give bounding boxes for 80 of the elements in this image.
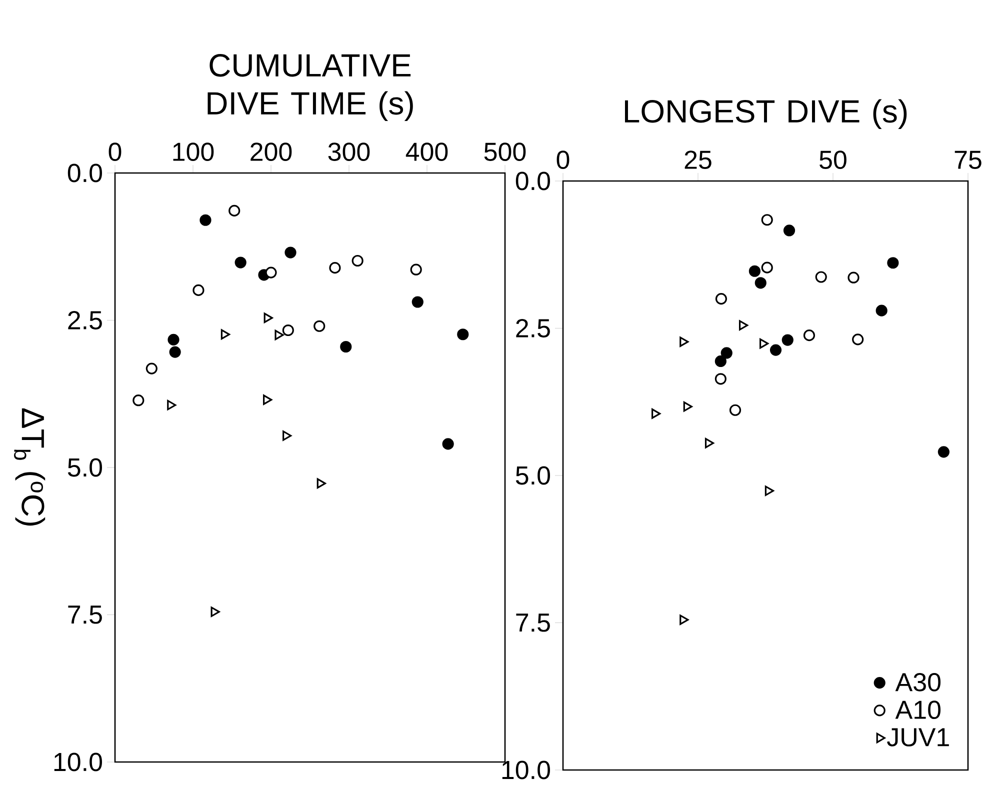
point: [848, 272, 860, 284]
point: [200, 214, 212, 226]
point: [683, 401, 692, 412]
point: [680, 614, 689, 625]
point: [761, 214, 773, 226]
x-tick-label: 100: [173, 142, 214, 162]
point: [457, 328, 469, 340]
point: [876, 304, 888, 316]
point: [720, 347, 732, 359]
y-tick-label: 2.5: [516, 319, 550, 338]
point: [264, 312, 273, 324]
x-tick-label: 400: [406, 142, 448, 162]
y-tick-label: 5.0: [68, 458, 102, 477]
x-tick-label: 75: [954, 150, 982, 170]
y-tick-label: 10.0: [54, 752, 102, 772]
y-axis-title: ΔT$_{b}$ ($^{o}$C): [14, 408, 46, 526]
point: [210, 606, 220, 617]
point: [729, 404, 742, 416]
point: [220, 329, 230, 340]
point: [759, 338, 769, 349]
y-tick-label: 10.0: [502, 760, 550, 780]
point: [234, 256, 246, 268]
point: [783, 224, 796, 236]
y-tick-label: 5.0: [516, 466, 550, 485]
x-tick-label: 0: [108, 142, 122, 162]
point: [168, 334, 180, 346]
point: [146, 362, 158, 374]
point: [340, 340, 352, 353]
point: [329, 262, 341, 274]
point: [770, 344, 782, 356]
point: [228, 204, 240, 216]
y-tick-label: 0.0: [516, 172, 550, 190]
point: [704, 438, 714, 448]
y-tick-label: 0.0: [68, 164, 102, 182]
point: [803, 330, 816, 342]
point: [764, 486, 774, 496]
x-tick-label: 25: [684, 150, 712, 170]
x-tick-label: 500: [484, 142, 526, 162]
point: [761, 262, 773, 274]
point: [282, 430, 292, 441]
legend-label: JUV1: [887, 728, 949, 746]
point: [815, 271, 827, 283]
point: [410, 264, 422, 276]
point: [652, 408, 661, 419]
x-tick-label: 0: [556, 150, 570, 170]
point: [169, 346, 181, 358]
point: [314, 320, 326, 332]
point: [316, 478, 326, 489]
point: [192, 284, 204, 296]
y-tick-label: 7.5: [516, 614, 550, 632]
point: [738, 320, 748, 330]
point: [715, 293, 728, 305]
point: [887, 257, 899, 269]
point: [284, 246, 296, 258]
x-axis-title: CUMULATIVE DIVE TIME (s): [208, 54, 413, 122]
legend-label: A10: [895, 700, 941, 720]
x-tick-label: 50: [820, 150, 846, 170]
point: [714, 355, 726, 368]
x-tick-label: 300: [328, 142, 370, 162]
x-axis-title: LONGEST DIVE (s): [624, 99, 907, 130]
y-tick-label: 7.5: [68, 606, 102, 624]
point: [714, 373, 726, 385]
point: [782, 334, 794, 346]
point: [748, 265, 760, 277]
y-tick-label: 2.5: [68, 311, 102, 330]
point: [263, 394, 272, 405]
point: [352, 254, 364, 267]
point: [680, 336, 689, 347]
point: [852, 334, 864, 346]
point: [265, 266, 277, 278]
x-tick-label: 200: [250, 142, 292, 162]
point: [442, 438, 454, 450]
legend-label: A30: [895, 672, 941, 692]
point: [132, 394, 144, 406]
point: [412, 296, 424, 308]
point: [274, 330, 284, 340]
point: [282, 324, 294, 336]
point: [167, 400, 176, 410]
point: [754, 277, 766, 289]
point: [938, 446, 950, 458]
